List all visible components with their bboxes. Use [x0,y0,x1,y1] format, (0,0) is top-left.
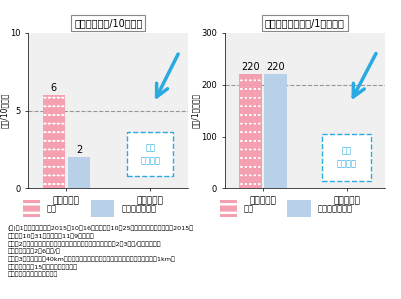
Circle shape [49,123,51,124]
FancyBboxPatch shape [322,134,371,181]
Circle shape [219,212,225,213]
Bar [287,200,311,217]
Text: 平日: 平日 [47,204,57,213]
Circle shape [35,204,41,205]
Circle shape [53,175,55,176]
Title: 渋滞回数（回/10日間）: 渋滞回数（回/10日間） [74,18,142,28]
Circle shape [31,212,37,213]
Circle shape [223,212,229,213]
Bar [23,200,40,217]
Text: 220: 220 [241,62,260,72]
Circle shape [44,175,46,176]
Circle shape [53,123,55,124]
Bar [239,74,261,188]
Circle shape [44,97,46,98]
Circle shape [27,204,33,205]
Text: 休日（土日祝）: 休日（土日祝） [318,204,352,213]
Bar [91,200,114,217]
Circle shape [35,212,41,213]
Circle shape [57,149,59,150]
Circle shape [62,97,64,98]
Circle shape [232,212,238,213]
Circle shape [49,149,51,150]
Text: 平日: 平日 [243,204,253,213]
Circle shape [227,212,233,213]
Text: 220: 220 [266,62,285,72]
Circle shape [27,212,33,213]
Circle shape [227,204,233,205]
Circle shape [49,97,51,98]
Circle shape [57,123,59,124]
Text: 6: 6 [51,83,57,93]
Y-axis label: （分/1回当り）: （分/1回当り） [190,93,200,128]
Bar [68,157,90,188]
Circle shape [49,175,51,176]
Text: 2: 2 [76,145,82,155]
Text: 渋滞
発生なし: 渋滞 発生なし [140,144,160,165]
Circle shape [62,149,64,150]
Bar [220,200,237,217]
Text: 休日（土日祝）: 休日（土日祝） [121,204,156,213]
Circle shape [31,204,37,205]
Circle shape [57,97,59,98]
Bar [43,95,65,188]
Circle shape [44,123,46,124]
Title: 平均渋滞時間（分/1回当り）: 平均渋滞時間（分/1回当り） [265,18,345,28]
Circle shape [53,149,55,150]
Text: (注)　1　運用開始前：2015年10月16日（金）～10月25日（日）、運用開始後：2015年
　　　　10月31日（土）～11月9日（月）
　　　2　外回り: (注) 1 運用開始前：2015年10月16日（金）～10月25日（日）、運用開… [8,226,194,277]
Circle shape [62,123,64,124]
Circle shape [53,97,55,98]
Circle shape [232,204,238,205]
Circle shape [57,175,59,176]
Circle shape [219,204,225,205]
Y-axis label: （回/10日間）: （回/10日間） [0,93,8,128]
Circle shape [62,175,64,176]
Circle shape [44,149,46,150]
Bar [264,74,287,188]
Circle shape [22,212,28,213]
Circle shape [22,204,28,205]
FancyBboxPatch shape [127,132,173,176]
Text: 渋滞
発生なし: 渋滞 発生なし [336,147,356,168]
Circle shape [223,204,229,205]
